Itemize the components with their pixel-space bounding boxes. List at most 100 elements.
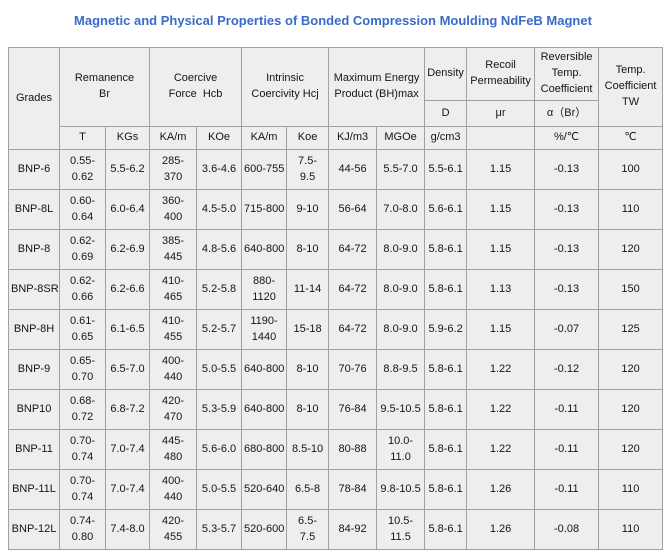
col-header-grades: Grades [8,47,60,150]
value-cell: 0.60- 0.64 [59,189,106,230]
value-cell: 410- 465 [149,269,198,310]
grade-cell: BNP-8 [8,229,60,270]
value-cell: 385- 445 [149,229,198,270]
value-cell: 0.62- 0.69 [59,229,106,270]
value-cell: 420- 455 [149,509,198,550]
grade-cell: BNP-11 [8,429,60,470]
value-cell: 15-18 [286,309,330,350]
value-cell: 4.8-5.6 [196,229,243,270]
value-cell: 640-800 [241,229,288,270]
value-cell: 9-10 [286,189,330,230]
value-cell: -0.13 [534,149,600,190]
value-cell: 5.6-6.0 [196,429,243,470]
table-row: BNP-9 0.65- 0.70 6.5-7.0 400- 440 5.0-5.5 640… [8,349,664,390]
value-cell: 285- 370 [149,149,198,190]
value-cell: 445- 480 [149,429,198,470]
unit-cell: KJ/m3 [328,126,378,150]
col-header-reversible-temp-coefficient: Reversible Temp. Coefficient [534,47,600,101]
value-cell: -0.11 [534,469,600,510]
value-cell: 10.0- 11.0 [376,429,426,470]
unit-cell: g/cm3 [424,126,468,150]
value-cell: 6.0-6.4 [104,189,151,230]
value-cell: 1.22 [466,389,536,430]
grade-cell: BNP-12L [8,509,60,550]
table-row: BNP-6 0.55- 0.62 5.5-6.2 285- 370 3.6-4.6 600… [8,149,664,190]
grade-cell: BNP-8SR [8,269,60,310]
value-cell: 5.8-6.1 [424,389,468,430]
value-cell: 0.70- 0.74 [59,469,106,510]
symbol-alpha-br: α（Br） [534,100,600,127]
value-cell: 150 [598,269,664,310]
value-cell: 8.0-9.0 [376,269,426,310]
value-cell: 5.8-6.1 [424,349,468,390]
grade-cell: BNP-11L [8,469,60,510]
value-cell: -0.13 [534,189,600,230]
table-row: BNP-8SR 0.62- 0.66 6.2-6.6 410- 465 5.2-5.8 8… [8,269,664,310]
value-cell: 9.8-10.5 [376,469,426,510]
value-cell: 5.0-5.5 [196,349,243,390]
value-cell: -0.11 [534,389,600,430]
value-cell: 44-56 [328,149,378,190]
col-header-intrinsic-coercivity-hcj: Intrinsic Coercivity Hcj [241,47,330,127]
header-row-groups: Grades Remanence Br Coercive Force Hcb I… [8,47,664,150]
value-cell: 5.8-6.1 [424,229,468,270]
value-cell: 1.13 [466,269,536,310]
unit-cell: T [59,126,106,150]
value-cell: 360- 400 [149,189,198,230]
value-cell: 8-10 [286,389,330,430]
unit-cell: ℃ [598,126,664,150]
value-cell: 520-600 [241,509,288,550]
grade-cell: BNP10 [8,389,60,430]
unit-cell: KA/m [149,126,198,150]
value-cell: 4.5-5.0 [196,189,243,230]
value-cell: 8.0-9.0 [376,309,426,350]
value-cell: 410- 455 [149,309,198,350]
value-cell: 76-84 [328,389,378,430]
table-row: BNP-8 0.62- 0.69 6.2-6.9 385- 445 4.8-5.6 640… [8,229,664,270]
value-cell: 1.26 [466,469,536,510]
grade-cell: BNP-9 [8,349,60,390]
value-cell: 8.0-9.0 [376,229,426,270]
value-cell: -0.11 [534,429,600,470]
value-cell: 6.1-6.5 [104,309,151,350]
grade-cell: BNP-6 [8,149,60,190]
value-cell: 5.5-6.1 [424,149,468,190]
value-cell: 110 [598,189,664,230]
value-cell: 3.6-4.6 [196,149,243,190]
unit-cell: KOe [196,126,243,150]
unit-cell: MGOe [376,126,426,150]
unit-cell [466,126,536,150]
value-cell: 1.15 [466,149,536,190]
value-cell: -0.07 [534,309,600,350]
value-cell: 8.8-9.5 [376,349,426,390]
symbol-recoil-ur: μr [466,100,536,127]
page-title: Magnetic and Physical Properties of Bond… [74,13,592,28]
symbol-density-d: D [424,100,468,127]
value-cell: 640-800 [241,349,288,390]
value-cell: 7.5- 9.5 [286,149,330,190]
table-row: BNP-12L 0.74- 0.80 7.4-8.0 420- 455 5.3-5.7 5… [8,509,664,550]
value-cell: -0.13 [534,269,600,310]
table-row: BNP-8H 0.61- 0.65 6.1-6.5 410- 455 5.2-5.7 11… [8,309,664,350]
value-cell: 5.3-5.9 [196,389,243,430]
value-cell: 125 [598,309,664,350]
value-cell: 400- 440 [149,349,198,390]
header-row-symbols: D μr α（Br） [9,100,663,127]
value-cell: 7.0-7.4 [104,469,151,510]
value-cell: 6.8-7.2 [104,389,151,430]
value-cell: 1.22 [466,349,536,390]
value-cell: 9.5-10.5 [376,389,426,430]
col-header-density: Density [424,47,468,101]
value-cell: 400- 440 [149,469,198,510]
col-header-temp-coefficient-tw: Temp. Coefficient TW [598,47,664,127]
value-cell: 6.2-6.9 [104,229,151,270]
value-cell: 520-640 [241,469,288,510]
value-cell: 7.0-7.4 [104,429,151,470]
value-cell: 1.15 [466,309,536,350]
value-cell: 8-10 [286,349,330,390]
table-row: BNP10 0.68- 0.72 6.8-7.2 420- 470 5.3-5.9 640… [8,389,664,430]
col-header-recoil-permeability: Recoil Permeability [466,47,536,101]
value-cell: 8-10 [286,229,330,270]
table-row: BNP-8L 0.60- 0.64 6.0-6.4 360- 400 4.5-5.0 71… [8,189,664,230]
grade-cell: BNP-8H [8,309,60,350]
